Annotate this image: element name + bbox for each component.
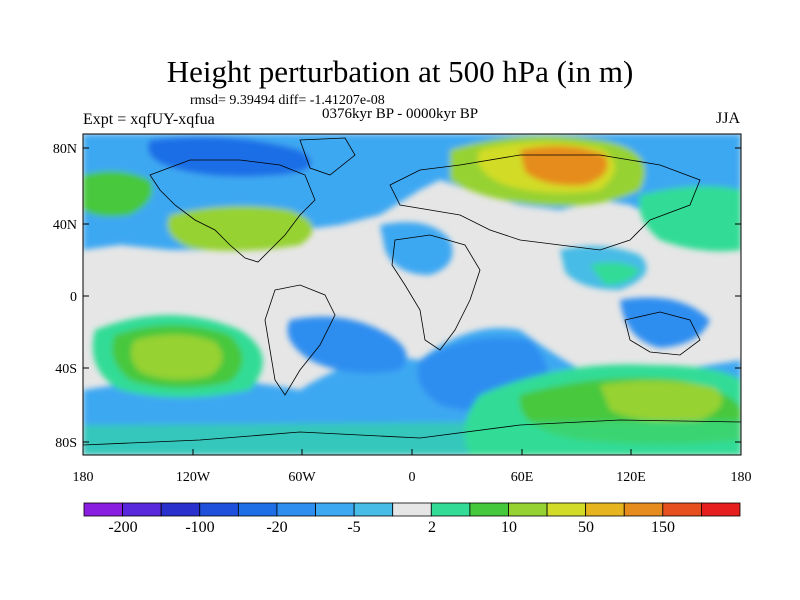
height-perturbation-field bbox=[83, 134, 741, 455]
experiment-label: Expt = xqfUY-xqfua bbox=[83, 111, 215, 128]
coast-australia bbox=[624, 311, 701, 356]
lon-label-60e: 60E bbox=[511, 470, 534, 485]
field-teal-indonesia bbox=[590, 262, 640, 285]
colorbar-swatch-4 bbox=[237, 502, 278, 517]
field-blue-samerica bbox=[287, 316, 407, 374]
colorbar-label-minus20: -20 bbox=[266, 519, 287, 536]
lon-label-120e: 120E bbox=[616, 470, 646, 485]
colorbar-label-10: 10 bbox=[501, 519, 517, 536]
colorbar-swatch-6 bbox=[315, 502, 355, 517]
field-blue-atlantic bbox=[380, 222, 453, 275]
period-label: 0376kyr BP - 0000kyr BP bbox=[322, 106, 479, 122]
colorbar bbox=[83, 502, 741, 517]
coastlines bbox=[83, 137, 741, 446]
colorbar-swatch-1 bbox=[122, 502, 162, 517]
colorbar-labels: -200 -100 -20 -5 2 10 50 150 bbox=[108, 519, 675, 536]
lat-label-40s: 40S bbox=[55, 362, 77, 377]
colorbar-label-50: 50 bbox=[578, 519, 594, 536]
colorbar-swatch-12 bbox=[546, 502, 587, 517]
latitude-ticks: 80N 40N 0 40S 80S bbox=[53, 142, 741, 451]
coast-europe-asia bbox=[389, 154, 701, 251]
lat-label-0: 0 bbox=[70, 290, 77, 305]
colorbar-swatch-16 bbox=[701, 502, 741, 517]
lat-label-80s: 80S bbox=[55, 436, 77, 451]
field-deepblue-arctic bbox=[148, 136, 312, 177]
colorbar-swatch-8 bbox=[392, 502, 432, 517]
colorbar-swatch-11 bbox=[508, 502, 548, 517]
rmsd-diff-stats: rmsd= 9.39494 diff= -1.41207e-08 bbox=[190, 93, 385, 108]
longitude-ticks: 180 120W 60W 0 60E 120E 180 bbox=[73, 449, 752, 485]
colorbar-swatch-5 bbox=[276, 502, 316, 517]
field-green-namerica bbox=[167, 206, 313, 251]
coast-south-america bbox=[264, 284, 336, 396]
field-yellow-sepacific bbox=[131, 334, 223, 380]
field-yellow-southindian bbox=[600, 380, 723, 422]
field-teal-eastasia bbox=[639, 186, 741, 252]
colorbar-swatch-10 bbox=[469, 502, 509, 517]
colorbar-label-150: 150 bbox=[651, 519, 675, 536]
colorbar-swatch-9 bbox=[430, 502, 471, 517]
colorbar-label-minus100: -100 bbox=[185, 519, 214, 536]
coast-greenland bbox=[299, 137, 356, 176]
colorbar-swatch-2 bbox=[160, 502, 201, 517]
coast-africa bbox=[391, 234, 481, 351]
colorbar-swatch-14 bbox=[623, 502, 664, 517]
map-title: Height perturbation at 500 hPa (in m) bbox=[166, 54, 634, 89]
colorbar-swatch-0 bbox=[83, 502, 123, 517]
colorbar-label-minus200: -200 bbox=[108, 519, 137, 536]
colorbar-swatch-15 bbox=[662, 502, 702, 517]
season-label: JJA bbox=[716, 110, 741, 127]
colorbar-swatch-3 bbox=[199, 502, 239, 517]
lat-label-40n: 40N bbox=[53, 218, 77, 233]
field-blue-australia bbox=[620, 297, 710, 348]
field-orange-eurasia bbox=[520, 146, 608, 186]
lon-label-180e: 180 bbox=[731, 470, 752, 485]
colorbar-swatch-7 bbox=[353, 502, 394, 517]
field-green-nwpacific bbox=[83, 171, 153, 217]
lon-label-60w: 60W bbox=[288, 470, 316, 485]
lon-label-180w: 180 bbox=[73, 470, 94, 485]
coast-north-america bbox=[149, 159, 316, 263]
lon-label-120w: 120W bbox=[176, 470, 211, 485]
lon-label-0: 0 bbox=[409, 470, 416, 485]
lat-label-80n: 80N bbox=[53, 142, 77, 157]
colorbar-swatch-13 bbox=[585, 502, 625, 517]
colorbar-label-2: 2 bbox=[428, 519, 436, 536]
colorbar-label-minus5: -5 bbox=[347, 519, 360, 536]
coast-antarctica bbox=[83, 419, 741, 446]
